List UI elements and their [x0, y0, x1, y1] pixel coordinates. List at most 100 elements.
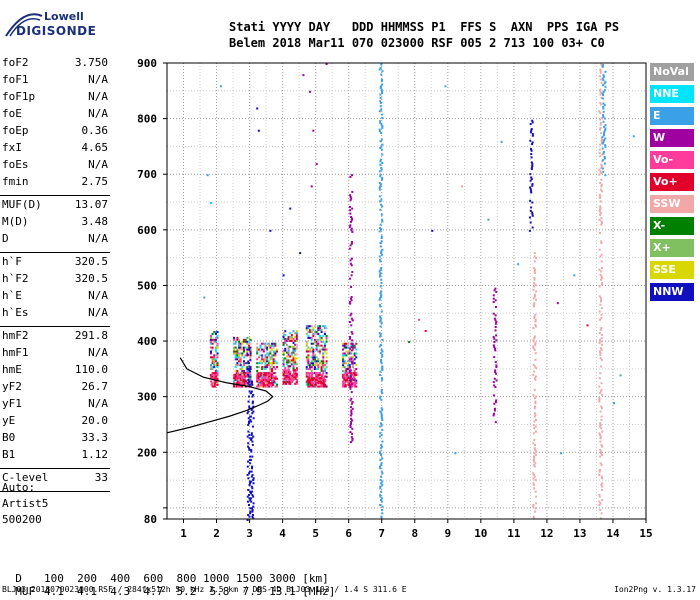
trace-point — [381, 368, 384, 371]
trace-point — [602, 150, 605, 153]
echo-point — [284, 367, 287, 370]
echo-point — [312, 362, 315, 365]
trace-point — [533, 388, 536, 391]
trace-point — [348, 225, 351, 228]
echo-point — [317, 382, 320, 385]
echo-point — [309, 383, 312, 386]
echo-point — [274, 375, 277, 378]
echo-point — [325, 373, 328, 376]
echo-point — [268, 382, 271, 385]
param-value: N/A — [88, 73, 108, 86]
trace-point — [532, 505, 535, 508]
echo-point — [242, 346, 245, 349]
trace-point — [252, 502, 255, 505]
echo-point — [265, 380, 268, 383]
trace-point — [528, 229, 531, 232]
trace-point — [249, 458, 252, 461]
trace-point — [248, 375, 251, 378]
trace-point — [599, 195, 602, 198]
trace-point — [535, 450, 538, 453]
trace-point — [600, 140, 603, 143]
trace-point — [250, 420, 253, 423]
echo-point — [216, 362, 219, 365]
echo-point — [291, 379, 294, 382]
echo-point — [309, 382, 312, 385]
trace-point — [250, 485, 253, 488]
echo-point — [293, 372, 296, 375]
echo-point — [259, 362, 262, 365]
trace-point — [248, 380, 251, 383]
x-tick-label: 15 — [639, 527, 652, 540]
echo-point — [305, 381, 308, 384]
trace-point — [379, 493, 382, 496]
y-tick-label: 700 — [137, 168, 157, 181]
echo-point — [317, 375, 320, 378]
trace-point — [381, 161, 384, 164]
trace-point — [530, 156, 533, 159]
echo-point — [318, 362, 321, 365]
echo-point — [285, 361, 288, 364]
trace-point — [492, 301, 495, 304]
echo-point — [312, 348, 315, 351]
echo-point — [261, 377, 264, 380]
echo-point — [318, 382, 321, 385]
echo-point — [348, 372, 351, 375]
trace-point — [534, 283, 537, 286]
chart-data-layer — [203, 63, 635, 521]
trace-point — [351, 439, 354, 442]
echo-point — [287, 367, 290, 370]
echo-point — [214, 364, 217, 367]
echo-point — [307, 383, 310, 386]
echo-point — [344, 383, 347, 386]
trace-point — [598, 495, 601, 498]
trace-point — [380, 290, 383, 293]
echo-point — [353, 372, 356, 375]
trace-point — [252, 410, 255, 413]
echo-point — [347, 366, 350, 369]
trace-point — [602, 120, 605, 123]
echo-point — [276, 385, 279, 388]
trace-point — [604, 127, 607, 130]
trace-point — [248, 458, 251, 461]
param-row: fmin 2.75 — [2, 175, 108, 191]
scatter-point — [461, 185, 464, 188]
echo-point — [262, 350, 265, 353]
echo-point — [269, 373, 272, 376]
echo-point — [291, 377, 294, 380]
echo-point — [214, 346, 217, 349]
echo-point — [256, 371, 259, 374]
echo-point — [209, 377, 212, 380]
trace-point — [381, 392, 384, 395]
echo-point — [348, 375, 351, 378]
param-label: hmF2 — [2, 329, 29, 342]
echo-point — [242, 350, 245, 353]
echo-point — [247, 342, 250, 345]
trace-point — [533, 460, 536, 463]
trace-point — [379, 85, 382, 88]
trace-point — [492, 336, 495, 339]
echo-point — [239, 378, 242, 381]
echo-point — [287, 355, 290, 358]
echo-point — [273, 372, 276, 375]
trace-point — [600, 488, 603, 491]
echo-point — [322, 378, 325, 381]
echo-point — [309, 372, 312, 375]
echo-point — [284, 357, 287, 360]
echo-point — [239, 358, 242, 361]
trace-point — [248, 470, 251, 473]
echo-point — [257, 383, 260, 386]
echo-point — [320, 360, 323, 363]
trace-point — [600, 116, 603, 119]
echo-point — [241, 373, 244, 376]
trace-point — [495, 366, 498, 369]
trace-point — [493, 377, 496, 380]
trace-point — [495, 379, 498, 382]
echo-point — [211, 342, 214, 345]
x-tick-label: 8 — [411, 527, 418, 540]
trace-point — [602, 110, 605, 113]
echo-point — [322, 348, 325, 351]
echo-point — [294, 359, 297, 362]
echo-point — [214, 331, 217, 334]
echo-point — [348, 346, 351, 349]
echo-point — [285, 379, 288, 382]
